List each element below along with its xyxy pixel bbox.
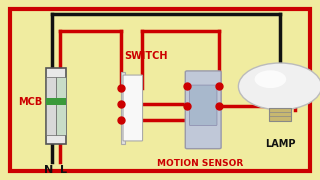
Text: MOTION SENSOR: MOTION SENSOR — [157, 159, 243, 168]
FancyBboxPatch shape — [45, 68, 67, 144]
FancyBboxPatch shape — [189, 85, 217, 125]
Text: L: L — [60, 165, 67, 175]
FancyBboxPatch shape — [46, 77, 56, 135]
FancyBboxPatch shape — [56, 77, 66, 135]
FancyBboxPatch shape — [268, 108, 292, 121]
FancyBboxPatch shape — [185, 71, 221, 149]
Text: LAMP: LAMP — [265, 139, 295, 149]
FancyBboxPatch shape — [46, 98, 66, 105]
Circle shape — [255, 70, 286, 88]
FancyBboxPatch shape — [121, 72, 125, 144]
Circle shape — [238, 63, 320, 110]
Text: MCB: MCB — [18, 97, 43, 107]
FancyBboxPatch shape — [123, 75, 142, 141]
Text: SWITCH: SWITCH — [124, 51, 167, 61]
Text: N: N — [44, 165, 53, 175]
